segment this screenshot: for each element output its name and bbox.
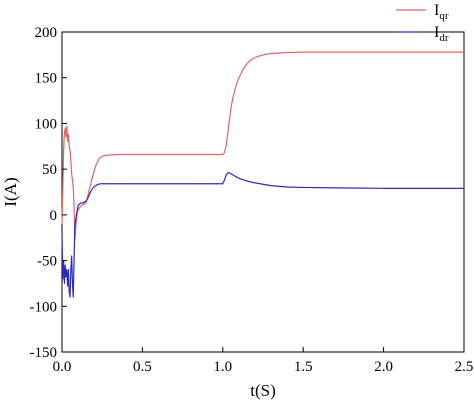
- y-tick-label: 200: [35, 25, 58, 41]
- x-axis: 0.0 0.5 1.0 1.5 2.0 2.5: [53, 347, 474, 375]
- legend: Iqr Idr: [396, 2, 449, 44]
- x-tick-label: 1.5: [294, 359, 313, 375]
- x-tick-label: 2.0: [374, 359, 393, 375]
- x-tick-label: 2.5: [455, 359, 474, 375]
- legend-label-iqr: Iqr: [434, 2, 449, 22]
- y-tick-label: -150: [30, 345, 58, 361]
- y-tick-label: 150: [35, 71, 58, 87]
- x-tick-label: 0.5: [133, 359, 152, 375]
- y-tick-label: -100: [30, 299, 58, 315]
- legend-label-idr: Idr: [434, 24, 449, 44]
- y-tick-label: 50: [42, 162, 57, 178]
- y-tick-label: 100: [35, 116, 58, 132]
- y-axis: -150 -100 -50 0 50 100 150 200: [30, 25, 67, 361]
- plot-frame: [61, 31, 465, 353]
- x-tick-label: 0.0: [53, 359, 72, 375]
- y-axis-title: I(A): [1, 177, 20, 206]
- plot-area: 0.0 0.5 1.0 1.5 2.0 2.5 -150 -100 -50 0 50 100 150 2…: [30, 25, 474, 375]
- series-line-idr: [61, 172, 464, 298]
- series-layer: [61, 51, 464, 298]
- x-axis-title: t(S): [250, 381, 276, 400]
- series-line-iqr: [61, 51, 464, 242]
- y-tick-label: -50: [37, 254, 57, 270]
- x-tick-label: 1.0: [213, 359, 232, 375]
- y-tick-label: 0: [50, 208, 58, 224]
